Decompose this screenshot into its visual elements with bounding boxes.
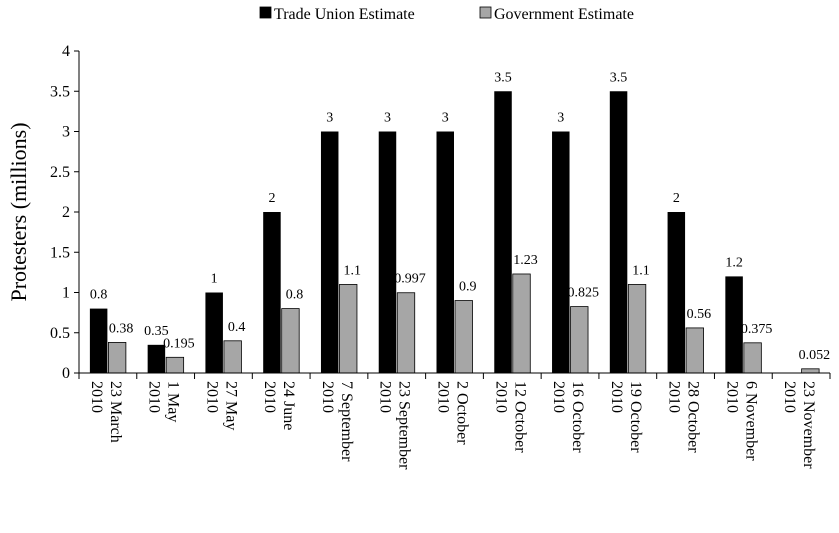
bar-government: [801, 368, 820, 374]
data-label: 3: [557, 111, 564, 126]
bar-government: [685, 327, 704, 374]
data-label: 0.052: [799, 348, 831, 363]
legend-label-1: Government Estimate: [494, 6, 634, 23]
svg-text:2 October2010: 2 October2010: [435, 381, 471, 445]
data-label: 1.2: [725, 255, 743, 270]
data-label: 0.56: [687, 307, 712, 322]
bar-government: [396, 292, 416, 374]
bar-trade-union: [609, 91, 628, 373]
x-tick-label: 23 September2010: [377, 381, 413, 470]
legend-swatch-0: [259, 6, 272, 19]
x-tick-label: 23 March2010: [88, 381, 124, 443]
svg-text:12 October2010: 12 October2010: [492, 381, 528, 453]
y-tick-label: 1.5: [50, 244, 70, 261]
y-tick-label: 0.5: [50, 325, 70, 342]
data-label: 0.4: [228, 320, 246, 335]
data-label: 3: [384, 111, 391, 126]
data-label: 3: [442, 111, 449, 126]
y-tick-label: 0: [62, 365, 70, 382]
x-tick-label: 19 October2010: [608, 381, 644, 453]
x-tick-label: 28 October2010: [666, 381, 702, 453]
svg-text:24 June2010: 24 June2010: [261, 381, 297, 430]
bar-government: [223, 340, 242, 374]
bar-government: [107, 342, 127, 374]
bar-trade-union: [436, 131, 454, 373]
y-tick-label: 1: [62, 285, 70, 302]
y-tick-label: 3: [62, 124, 70, 141]
bar-government: [454, 300, 473, 374]
data-label: 3: [326, 111, 333, 126]
data-label: 0.38: [109, 321, 134, 336]
svg-text:19 October2010: 19 October2010: [608, 381, 644, 453]
svg-text:23 March2010: 23 March2010: [88, 381, 124, 443]
bar-government: [512, 273, 531, 374]
x-tick-label: 2 October2010: [435, 381, 471, 445]
y-axis: 0 0.5 1 1.5 2 2.5 3 3.5 4: [50, 43, 80, 382]
data-label: 2: [673, 191, 680, 206]
svg-text:1 May2010: 1 May2010: [146, 381, 182, 422]
bar-government: [339, 284, 358, 374]
svg-text:28 October2010: 28 October2010: [666, 381, 702, 453]
bar-trade-union: [89, 308, 108, 373]
bar-trade-union: [552, 131, 570, 373]
x-tick-label: 6 November2010: [723, 381, 759, 461]
data-label: 0.8: [286, 288, 304, 303]
x-tick-label: 12 October2010: [492, 381, 528, 453]
bar-government: [627, 284, 647, 374]
y-tick-label: 2.5: [50, 164, 70, 181]
x-tick-label: 24 June2010: [261, 381, 297, 430]
svg-text:23 September2010: 23 September2010: [377, 381, 413, 470]
bar-government: [281, 308, 300, 374]
x-tick-label: 7 September2010: [319, 381, 355, 462]
svg-text:7 September2010: 7 September2010: [319, 381, 355, 462]
data-label: 1.23: [513, 253, 538, 268]
svg-text:27 May2010: 27 May2010: [203, 381, 239, 430]
legend-swatch-1: [479, 6, 492, 19]
data-labels: 0.8 0.38 0.350.195 1 0.4 2 0.8 3 1.1 3 0.997 3 0.9 3.…: [90, 70, 830, 363]
x-tick-label: 16 October2010: [550, 381, 586, 453]
x-tick-label: 1 May2010: [146, 381, 182, 422]
data-label: 0.9: [459, 280, 477, 295]
x-tick-label: 23 November2010: [781, 381, 817, 469]
bar-trade-union: [147, 344, 166, 373]
bar-trade-union: [667, 212, 686, 373]
data-label: 0.35: [144, 324, 169, 339]
x-axis: 23 March2010 1 May2010 27 May2010 24 June20…: [78, 372, 831, 470]
bars: [89, 91, 820, 374]
bar-trade-union: [320, 131, 339, 373]
data-label: 1.1: [343, 263, 361, 278]
data-label: 0.375: [741, 322, 773, 337]
bar-government: [165, 356, 185, 374]
data-label: 3.5: [494, 70, 512, 85]
data-label: 2: [268, 191, 275, 206]
svg-text:16 October2010: 16 October2010: [550, 381, 586, 453]
y-axis-title: Protesters (millions): [6, 122, 31, 301]
bar-trade-union: [494, 91, 512, 373]
bar-government: [743, 342, 762, 374]
y-tick-label: 2: [62, 204, 70, 221]
data-label: 0.825: [568, 286, 600, 301]
bar-trade-union: [725, 276, 743, 373]
svg-text:23 November2010: 23 November2010: [781, 381, 817, 469]
data-label: 0.997: [394, 272, 426, 287]
legend: Trade Union Estimate Government Estimate: [259, 6, 634, 23]
data-label: 1: [211, 272, 218, 287]
y-tick-label: 3.5: [50, 83, 70, 100]
y-tick-label: 4: [62, 43, 70, 60]
data-label: 1.1: [632, 263, 650, 278]
bar-trade-union: [205, 292, 223, 373]
legend-label-0: Trade Union Estimate: [274, 6, 415, 23]
x-tick-label: 27 May2010: [203, 381, 239, 430]
data-label: 0.195: [163, 336, 195, 351]
data-label: 0.8: [90, 288, 108, 303]
bar-government: [570, 306, 589, 374]
svg-text:6 November2010: 6 November2010: [723, 381, 759, 461]
data-label: 3.5: [610, 70, 628, 85]
bar-trade-union: [378, 131, 397, 373]
bar-trade-union: [263, 212, 281, 373]
